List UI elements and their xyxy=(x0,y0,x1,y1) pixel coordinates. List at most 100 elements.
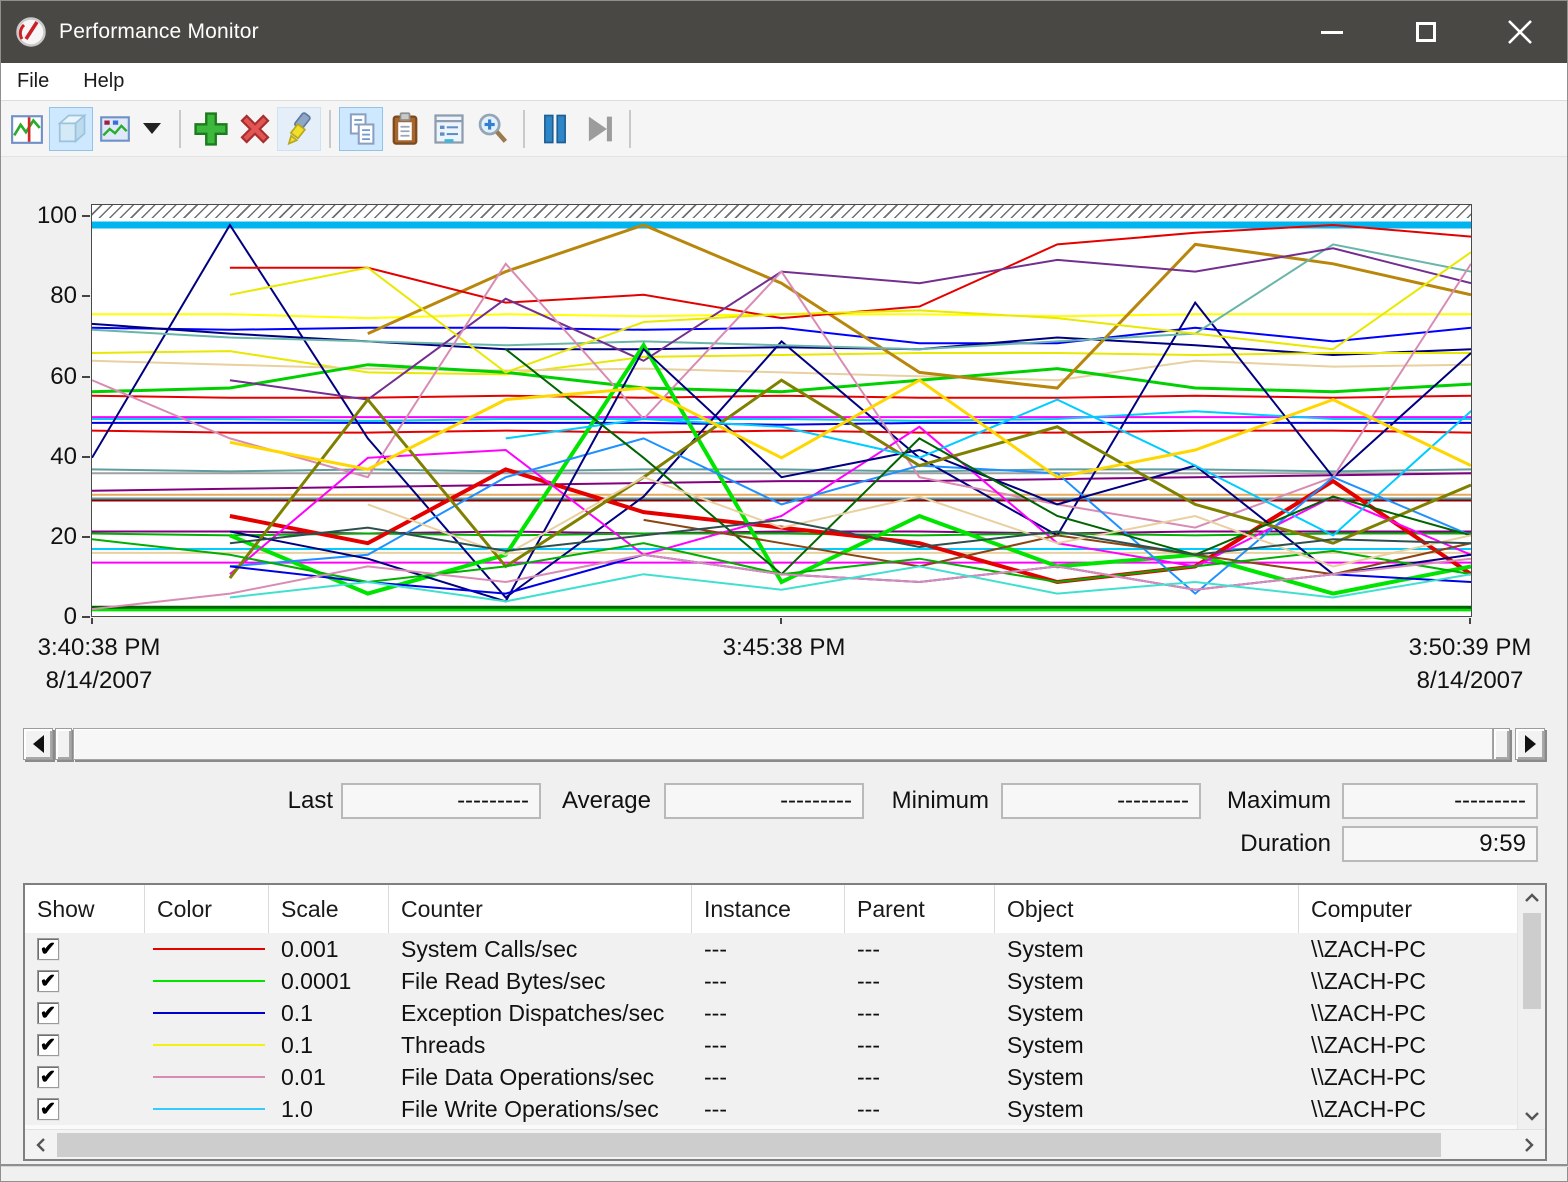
vertical-scrollbar-thumb[interactable] xyxy=(1522,913,1541,1009)
over-limit-hatch-band xyxy=(92,205,1471,218)
computer-cell: \\ZACH-PC xyxy=(1311,967,1426,994)
step-forward-icon xyxy=(588,116,612,141)
object-cell: System xyxy=(1007,935,1084,962)
color-swatch xyxy=(153,980,265,982)
column-header-object[interactable]: Object xyxy=(995,885,1299,933)
column-header-color[interactable]: Color xyxy=(145,885,269,933)
value-bar: Last --------- Average --------- Minimum… xyxy=(1,771,1568,875)
show-checkbox[interactable]: ✔ xyxy=(37,970,59,992)
computer-cell: \\ZACH-PC xyxy=(1311,1095,1426,1122)
column-header-parent[interactable]: Parent xyxy=(845,885,995,933)
duration-label: Duration xyxy=(1240,830,1331,857)
zoom-button[interactable] xyxy=(471,107,515,151)
graph-type-dropdown-arrow[interactable] xyxy=(143,123,161,134)
color-swatch xyxy=(153,1108,265,1110)
show-checkbox[interactable]: ✔ xyxy=(37,1002,59,1024)
view-log-data-button[interactable] xyxy=(49,106,93,151)
y-axis-label-0: 0 xyxy=(63,603,77,630)
menu-file[interactable]: File xyxy=(17,70,50,92)
duration-value: 9:59 xyxy=(1342,826,1538,862)
counter-cell: File Data Operations/sec xyxy=(401,1063,655,1090)
add-counter-button[interactable] xyxy=(189,107,233,151)
copy-properties-button[interactable] xyxy=(339,106,383,151)
table-row[interactable]: ✔ 0.01 File Data Operations/sec --- --- … xyxy=(25,1061,1517,1093)
maximum-label: Maximum xyxy=(1226,787,1331,814)
scroll-left-icon[interactable] xyxy=(29,1130,53,1160)
window-title: Performance Monitor xyxy=(59,20,259,43)
object-cell: System xyxy=(1007,967,1084,994)
column-header-show[interactable]: Show xyxy=(25,885,145,933)
color-swatch xyxy=(153,1044,265,1046)
scroll-left-button[interactable] xyxy=(23,728,53,760)
column-header-scale[interactable]: Scale xyxy=(269,885,389,933)
scroll-right-icon[interactable] xyxy=(1517,1130,1541,1160)
scrollbar-left-thumb[interactable] xyxy=(55,728,72,760)
scrollbar-right-thumb[interactable] xyxy=(1493,728,1510,760)
line-chart-icon xyxy=(11,114,43,144)
scale-cell: 0.1 xyxy=(281,999,313,1026)
close-button[interactable] xyxy=(1473,1,1567,63)
minimum-value: --------- xyxy=(1001,783,1201,819)
color-swatch xyxy=(153,1076,265,1078)
highlight-button[interactable] xyxy=(277,106,321,151)
color-swatch xyxy=(153,1012,265,1014)
toolbar xyxy=(1,101,1567,157)
y-axis-label-40: 40 xyxy=(50,443,77,470)
scale-cell: 0.001 xyxy=(281,935,339,962)
table-row[interactable]: ✔ 1.0 File Write Operations/sec --- --- … xyxy=(25,1093,1517,1125)
scroll-right-button[interactable] xyxy=(1515,728,1545,760)
y-tick xyxy=(82,215,90,217)
show-checkbox[interactable]: ✔ xyxy=(37,1066,59,1088)
table-row[interactable]: ✔ 0.0001 File Read Bytes/sec --- --- Sys… xyxy=(25,965,1517,997)
scroll-up-icon[interactable] xyxy=(1524,885,1540,911)
maximize-button[interactable] xyxy=(1379,1,1473,63)
column-header-counter[interactable]: Counter xyxy=(389,885,692,933)
show-checkbox[interactable]: ✔ xyxy=(37,938,59,960)
instance-cell: --- xyxy=(704,935,727,962)
horizontal-scrollbar-thumb[interactable] xyxy=(57,1133,1441,1157)
update-data-button[interactable] xyxy=(577,107,621,151)
menu-help[interactable]: Help xyxy=(83,70,125,92)
paste-counter-list-button[interactable] xyxy=(383,107,427,151)
minimum-label: Minimum xyxy=(891,787,989,814)
highlighter-pen-icon xyxy=(287,111,311,145)
start-time: 3:40:38 PM xyxy=(37,634,161,661)
parent-cell: --- xyxy=(857,1095,880,1122)
maximum-value: --------- xyxy=(1342,783,1538,819)
x-axis-start-label: 3:40:38 PM 8/14/2007 xyxy=(31,631,167,697)
scroll-down-icon[interactable] xyxy=(1524,1103,1540,1129)
end-time: 3:50:39 PM xyxy=(1408,634,1532,661)
column-header-computer[interactable]: Computer xyxy=(1311,895,1412,922)
show-checkbox[interactable]: ✔ xyxy=(37,1098,59,1120)
delete-counter-button[interactable] xyxy=(233,107,277,151)
table-row[interactable]: ✔ 0.001 System Calls/sec --- --- System … xyxy=(25,933,1517,965)
column-header-instance[interactable]: Instance xyxy=(692,885,845,933)
view-current-activity-button[interactable] xyxy=(5,107,49,151)
table-vertical-scrollbar[interactable] xyxy=(1517,885,1545,1129)
table-horizontal-scrollbar[interactable] xyxy=(25,1129,1545,1159)
pause-icon xyxy=(544,114,566,143)
computer-cell: \\ZACH-PC xyxy=(1311,1031,1426,1058)
counter-cell: Exception Dispatches/sec xyxy=(401,999,665,1026)
freeze-display-button[interactable] xyxy=(533,107,577,151)
scrollbar-track[interactable] xyxy=(73,728,1493,760)
table-row[interactable]: ✔ 0.1 Exception Dispatches/sec --- --- S… xyxy=(25,997,1517,1029)
minimize-button[interactable] xyxy=(1285,1,1379,63)
histogram-icon xyxy=(100,115,130,142)
x-tick xyxy=(780,618,782,624)
scale-cell: 0.1 xyxy=(281,1031,313,1058)
toolbar-separator xyxy=(179,109,181,148)
computer-cell: \\ZACH-PC xyxy=(1311,935,1426,962)
counter-rows: ✔ 0.001 System Calls/sec --- --- System … xyxy=(25,933,1517,1125)
average-value: --------- xyxy=(664,783,864,819)
y-tick xyxy=(82,295,90,297)
show-checkbox[interactable]: ✔ xyxy=(37,1034,59,1056)
average-label: Average xyxy=(562,787,651,814)
table-row[interactable]: ✔ 0.1 Threads --- --- System \\ZACH-PC xyxy=(25,1029,1517,1061)
properties-button[interactable] xyxy=(427,107,471,151)
x-axis-end-label: 3:50:39 PM 8/14/2007 xyxy=(1405,631,1535,697)
change-graph-type-button[interactable] xyxy=(93,107,137,151)
counter-table-header: Show Color Scale Counter Instance Parent… xyxy=(25,885,1517,933)
chart-plot-area[interactable] xyxy=(91,204,1472,617)
right-arrow-icon xyxy=(1524,735,1536,753)
